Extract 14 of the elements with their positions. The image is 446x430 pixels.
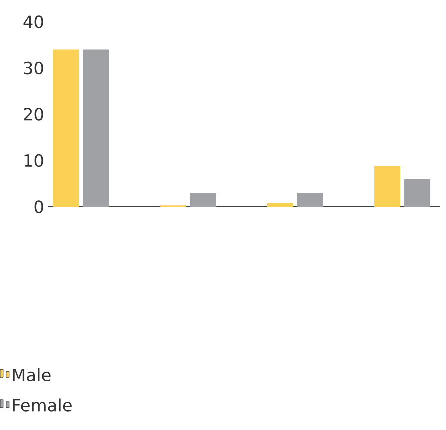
y-tick-label: 20 (24, 108, 44, 121)
bar (267, 203, 294, 207)
legend-label: Female (13, 398, 72, 412)
y-tick-label: 40 (24, 16, 44, 28)
bar (374, 166, 401, 207)
bar (297, 193, 324, 207)
bar (190, 193, 216, 207)
y-tick-label: 30 (24, 62, 44, 75)
y-tick-label: 10 (24, 154, 44, 168)
bar (404, 179, 431, 207)
bar (53, 50, 80, 207)
legend-label: Male (13, 368, 51, 382)
y-tick-label: 0 (34, 200, 44, 214)
bar (83, 50, 110, 207)
